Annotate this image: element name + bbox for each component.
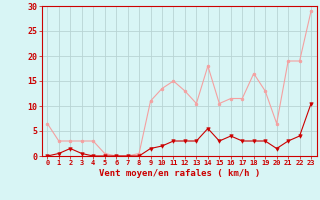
X-axis label: Vent moyen/en rafales ( km/h ): Vent moyen/en rafales ( km/h ): [99, 169, 260, 178]
